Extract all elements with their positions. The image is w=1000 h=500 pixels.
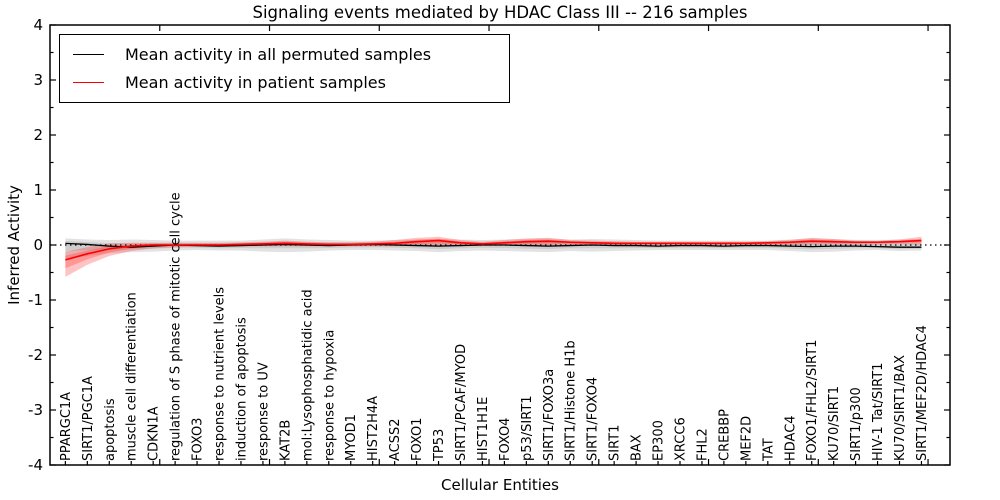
legend-label-permuted: Mean activity in all permuted samples: [125, 44, 432, 64]
category-label: FOXO1/FHL2/SIRT1: [805, 340, 820, 461]
y-tick-label: -3: [28, 401, 43, 419]
category-label: SIRT1/FOXO3a: [542, 369, 557, 461]
category-label: KU70/SIRT1/BAX: [893, 355, 908, 461]
category-label: SIRT1/Histone H1b: [564, 340, 579, 461]
chart-title: Signaling events mediated by HDAC Class …: [252, 3, 748, 22]
category-label: TAT: [761, 438, 776, 462]
y-tick-label: 4: [33, 16, 43, 34]
category-label: FOXO3: [191, 418, 206, 461]
category-label: mol:Lysophosphatidic acid: [300, 289, 315, 461]
y-tick-label: 0: [33, 236, 43, 254]
y-tick-label: -1: [28, 291, 43, 309]
category-label: CREBBP: [717, 409, 732, 461]
category-label: regulation of S phase of mitotic cell cy…: [169, 192, 184, 461]
category-label: XRCC6: [674, 417, 689, 461]
category-label: BAX: [630, 434, 645, 461]
category-label: HIV-1 Tat/SIRT1: [871, 363, 886, 461]
category-label: muscle cell differentiation: [125, 292, 140, 461]
category-label: SIRT1/MEF2D/HDAC4: [915, 325, 930, 461]
permuted-line-swatch: [73, 53, 104, 55]
y-tick-label: 2: [33, 126, 43, 144]
category-label: induction of apoptosis: [234, 317, 249, 461]
category-label: TP53: [432, 429, 447, 462]
category-label: ACSS2: [388, 418, 403, 461]
category-label: HDAC4: [783, 415, 798, 461]
category-label: SIRT1: [608, 425, 623, 461]
y-tick-label: 3: [33, 71, 43, 89]
category-label: SIRT1/FOXO4: [586, 377, 601, 461]
category-label: EP300: [652, 420, 667, 461]
y-tick-label: -2: [28, 346, 43, 364]
category-label: response to nutrient levels: [213, 287, 228, 461]
category-label: MEF2D: [739, 416, 754, 461]
category-label: PPARGC1A: [59, 392, 74, 461]
category-label: FOXO4: [498, 418, 513, 461]
y-tick-label: 1: [33, 181, 43, 199]
category-label: KU70/SIRT1: [827, 386, 842, 461]
category-label: MYOD1: [344, 414, 359, 461]
legend: Mean activity in all permuted samples Me…: [59, 34, 510, 103]
category-label: FHL2: [695, 428, 710, 461]
category-label: response to UV: [256, 362, 271, 461]
category-label: SIRT1/p300: [849, 387, 864, 461]
category-label: HIST2H4A: [366, 396, 381, 461]
patient-line-swatch: [73, 81, 104, 83]
category-label: KAT2B: [278, 420, 293, 461]
category-label: apoptosis: [103, 398, 118, 461]
patient-mean-line: [65, 239, 922, 261]
permuted-mean-line: [65, 242, 922, 248]
y-tick-label: -4: [28, 456, 43, 474]
legend-entry-permuted: Mean activity in all permuted samples: [60, 40, 509, 68]
category-label: HIST1H1E: [476, 397, 491, 461]
category-label: SIRT1/PGC1A: [81, 376, 96, 461]
category-label: p53/SIRT1: [520, 395, 535, 461]
legend-entry-patient: Mean activity in patient samples: [60, 68, 509, 96]
category-label: SIRT1/PCAF/MYOD: [454, 344, 469, 461]
legend-label-patient: Mean activity in patient samples: [125, 72, 386, 92]
category-label: FOXO1: [410, 418, 425, 461]
category-label: CDKN1A: [147, 406, 162, 461]
x-axis-label: Cellular Entities: [441, 476, 559, 494]
category-label: response to hypoxia: [322, 330, 337, 461]
